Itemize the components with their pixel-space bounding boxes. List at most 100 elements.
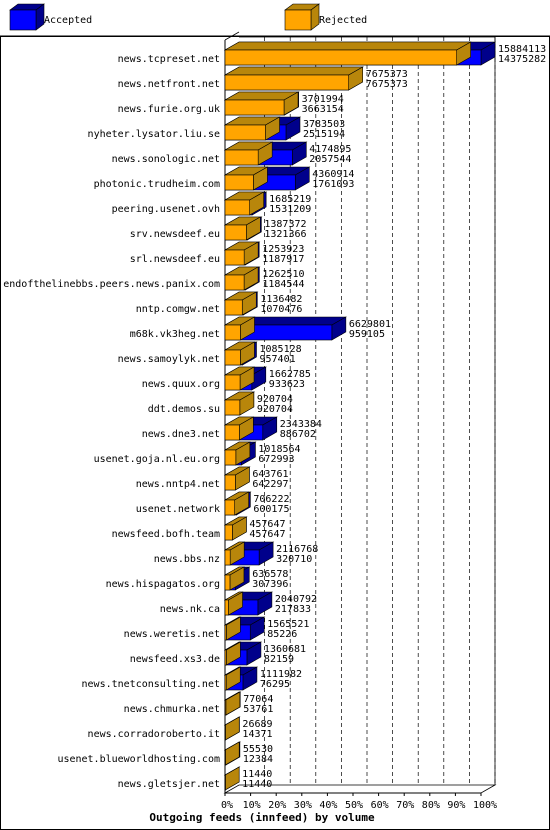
bar-rejected-front — [224, 649, 227, 666]
bar-rejected-top — [223, 41, 472, 51]
bar-rejected — [223, 291, 258, 316]
value-label-rejected: 600175 — [253, 504, 289, 515]
value-label-accepted: 1136482 — [260, 294, 302, 305]
chart-title: Outgoing feeds (innfeed) by volume — [149, 811, 375, 824]
bar-rejected-top — [223, 66, 364, 76]
category-label: news.gletsjer.net — [118, 779, 220, 790]
value-label-rejected: 82159 — [264, 654, 294, 665]
x-tick-label: 80% — [422, 800, 440, 811]
value-label-rejected: 2057544 — [309, 154, 351, 165]
grid — [264, 37, 496, 785]
bar-rejected-front — [224, 124, 266, 141]
value-label-accepted: 1387372 — [264, 219, 306, 230]
category-labels: news.tcpreset.net news.netfront.net news.f… — [3, 54, 220, 790]
legend-label-accepted: Accepted — [44, 15, 92, 26]
value-label-accepted: 1111982 — [260, 669, 302, 680]
x-tick-label: 90% — [447, 800, 465, 811]
category-label: peering.usenet.ovh — [112, 204, 220, 215]
category-label: usenet.network — [136, 504, 220, 515]
value-label-accepted: 1253923 — [262, 244, 304, 255]
value-label-accepted: 920704 — [257, 394, 293, 405]
value-label-accepted: 11440 — [242, 769, 272, 780]
bar-rejected — [223, 266, 260, 291]
bar-rejected — [223, 316, 256, 341]
bar-rejected-front — [224, 299, 243, 316]
category-label: news.nntp4.net — [136, 479, 220, 490]
bar-rejected — [223, 191, 265, 216]
category-label: news.quux.org — [142, 379, 220, 390]
x-tick-label: 10% — [243, 800, 261, 811]
bar-rejected-front — [224, 624, 227, 641]
bar-rejected — [223, 391, 255, 416]
bar-rejected-front — [224, 224, 247, 241]
legend-label-rejected: Rejected — [319, 15, 367, 26]
bar-rejected — [223, 466, 251, 491]
bar-rejected — [223, 141, 274, 166]
bar-rejected — [223, 541, 246, 566]
value-label-rejected: 7675373 — [366, 79, 408, 90]
x-tick-label: 60% — [371, 800, 389, 811]
value-label-rejected: 920704 — [257, 404, 293, 415]
value-label-accepted: 15884113 — [498, 44, 546, 55]
value-label-rejected: 886702 — [280, 429, 316, 440]
value-label-accepted: 1018564 — [258, 444, 300, 455]
bar-rejected-front — [224, 374, 241, 391]
bar-rejected — [223, 691, 241, 716]
bar-rejected — [223, 366, 256, 391]
bar-rejected — [223, 416, 255, 441]
x-tick-label: 100% — [473, 800, 497, 811]
bar-rejected-front — [224, 274, 245, 291]
value-label-accepted: 1565521 — [267, 619, 309, 630]
value-label-rejected: 457647 — [249, 529, 285, 540]
value-label-accepted: 4360914 — [312, 169, 354, 180]
bar-rejected — [223, 116, 281, 141]
value-label-rejected: 320710 — [276, 554, 312, 565]
value-label-accepted: 1662785 — [269, 369, 311, 380]
value-label-accepted: 2040792 — [275, 594, 317, 605]
bar-rejected-front — [224, 349, 241, 366]
bar-rejected — [223, 766, 241, 791]
value-label-rejected: 1070476 — [260, 304, 302, 315]
bar-rejected — [223, 491, 250, 516]
bar-rejected — [223, 166, 269, 191]
category-label: srv.newsdeef.eu — [130, 229, 220, 240]
value-label-rejected: 217833 — [275, 604, 311, 615]
value-label-rejected: 12384 — [243, 754, 273, 765]
bar-rejected-front — [224, 474, 236, 491]
category-label: nyheter.lysator.liu.se — [88, 129, 220, 140]
bar-rejected-side — [224, 716, 240, 741]
bar-rejected-front — [224, 149, 259, 166]
bar-rejected — [223, 41, 472, 66]
category-label: news.furie.org.uk — [118, 104, 220, 115]
bar-rejected-front — [224, 99, 285, 116]
category-label: newsfeed.xs3.de — [130, 654, 220, 665]
bar-rejected-front — [224, 524, 233, 541]
category-label: news.hispagatos.org — [106, 579, 220, 590]
value-label-accepted: 2343384 — [280, 419, 322, 430]
bar-rejected — [223, 566, 246, 591]
bar-rejected-front — [224, 74, 350, 91]
bar-rejected — [223, 91, 300, 116]
category-label: news.weretis.net — [124, 629, 220, 640]
category-label: news.tnetconsulting.net — [82, 679, 220, 690]
category-label: newsfeed.bofh.team — [112, 529, 220, 540]
bar-rejected-front — [224, 574, 231, 591]
value-label-rejected: 672993 — [258, 454, 294, 465]
x-tick-label: 30% — [294, 800, 312, 811]
category-label: m68k.vk3heg.net — [130, 329, 220, 340]
bar-rejected — [223, 441, 251, 466]
category-label: news.bbs.nz — [154, 554, 220, 565]
category-label: news.sonologic.net — [112, 154, 220, 165]
bar-rejected-front — [224, 599, 229, 616]
value-label-accepted: 4174895 — [309, 144, 351, 155]
bar-rejected — [223, 241, 260, 266]
value-label-rejected: 307396 — [252, 579, 288, 590]
value-label-rejected: 1187917 — [262, 254, 304, 265]
y-axis-depth — [224, 31, 240, 41]
value-label-rejected: 1761093 — [312, 179, 354, 190]
bar-rejected-front — [224, 499, 235, 516]
value-label-accepted: 1262510 — [262, 269, 304, 280]
value-label-accepted: 7675373 — [366, 69, 408, 80]
bar-rejected-front — [224, 324, 241, 341]
